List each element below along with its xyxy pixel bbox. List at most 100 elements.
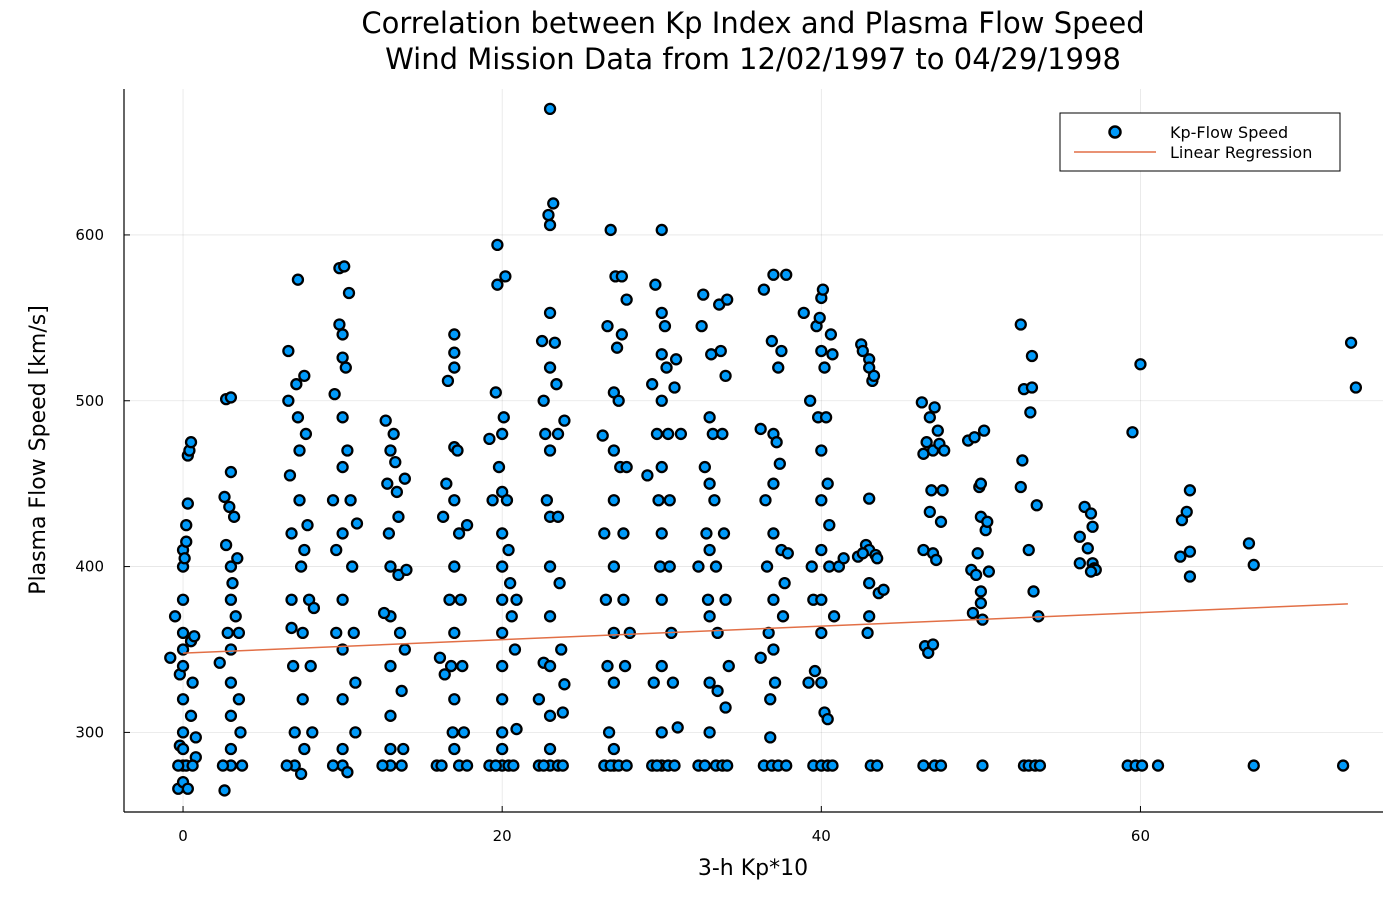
data-point	[607, 742, 621, 756]
data-point	[641, 469, 654, 482]
data-point	[700, 527, 713, 540]
data-point	[823, 518, 836, 532]
data-point	[336, 351, 349, 364]
legend-box	[1059, 112, 1341, 172]
data-point	[928, 401, 941, 414]
data-point	[188, 630, 201, 643]
data-point	[280, 759, 293, 772]
data-point	[282, 394, 295, 407]
data-point	[703, 411, 716, 424]
data-point	[930, 553, 943, 567]
data-point	[871, 552, 884, 565]
data-point	[328, 387, 341, 401]
data-point	[186, 676, 199, 689]
data-point	[223, 500, 236, 514]
data-point	[543, 361, 557, 374]
data-point	[1183, 545, 1197, 558]
data-point	[1033, 759, 1047, 772]
data-point	[342, 286, 356, 300]
data-point	[655, 726, 668, 739]
data-point	[765, 334, 779, 348]
data-point	[698, 759, 711, 772]
data-point	[620, 759, 633, 772]
data-point	[460, 518, 474, 532]
data-point	[543, 659, 557, 673]
data-point	[288, 726, 301, 739]
data-point	[936, 484, 949, 497]
data-point	[330, 626, 343, 640]
data-point	[224, 593, 238, 606]
data-point	[803, 394, 817, 407]
data-point	[448, 494, 461, 507]
data-point	[301, 518, 314, 532]
data-point	[703, 543, 716, 557]
data-point	[1134, 358, 1147, 371]
data-point	[510, 593, 523, 606]
data-point	[350, 517, 364, 530]
data-point	[762, 626, 775, 640]
data-point	[1174, 550, 1187, 563]
data-point	[982, 565, 996, 578]
data-point	[711, 626, 724, 640]
data-point	[917, 759, 930, 772]
data-point	[663, 560, 676, 573]
data-point	[934, 515, 948, 528]
data-point	[607, 676, 621, 689]
data-point	[649, 278, 662, 291]
scatter-points	[164, 102, 1363, 797]
data-point	[780, 759, 793, 772]
data-point	[816, 283, 830, 296]
data-point	[695, 319, 708, 333]
data-point	[298, 543, 311, 557]
data-point	[647, 676, 660, 689]
data-point	[336, 460, 349, 474]
data-point	[492, 460, 506, 474]
data-point	[1349, 381, 1363, 394]
data-point	[349, 726, 362, 739]
data-point	[863, 577, 876, 590]
data-point	[395, 759, 408, 772]
data-point	[764, 731, 777, 744]
data-point	[341, 766, 354, 779]
data-point	[436, 510, 450, 523]
data-point	[535, 334, 549, 348]
data-point	[496, 593, 509, 606]
data-point	[768, 676, 782, 689]
data-point	[1073, 557, 1086, 570]
data-point	[543, 218, 557, 232]
data-point	[291, 411, 305, 424]
data-point	[596, 429, 609, 442]
data-point	[180, 535, 193, 548]
data-point	[232, 693, 246, 706]
data-point	[767, 643, 780, 656]
data-point	[216, 759, 230, 772]
data-point	[548, 336, 561, 349]
data-point	[1081, 542, 1094, 555]
data-point	[1183, 570, 1197, 583]
data-point	[599, 593, 613, 606]
data-point	[601, 319, 614, 333]
data-point	[808, 664, 822, 678]
data-point	[767, 268, 780, 281]
data-point	[701, 593, 715, 606]
data-point	[1180, 505, 1193, 519]
data-point	[392, 510, 405, 523]
data-point	[296, 693, 309, 706]
data-point	[719, 593, 732, 606]
axes	[123, 89, 1383, 813]
data-point	[489, 759, 502, 772]
data-point	[602, 726, 616, 739]
data-point	[384, 709, 397, 722]
data-point	[1151, 759, 1165, 772]
data-point	[1344, 336, 1358, 349]
data-point	[623, 626, 636, 640]
data-point	[615, 328, 629, 341]
data-point	[760, 560, 774, 573]
data-point	[282, 344, 295, 358]
data-point	[496, 742, 509, 756]
data-point	[655, 593, 668, 606]
data-point	[815, 543, 828, 557]
data-point	[819, 411, 833, 424]
y-tick-label: 300	[75, 723, 104, 741]
data-point	[607, 560, 621, 573]
